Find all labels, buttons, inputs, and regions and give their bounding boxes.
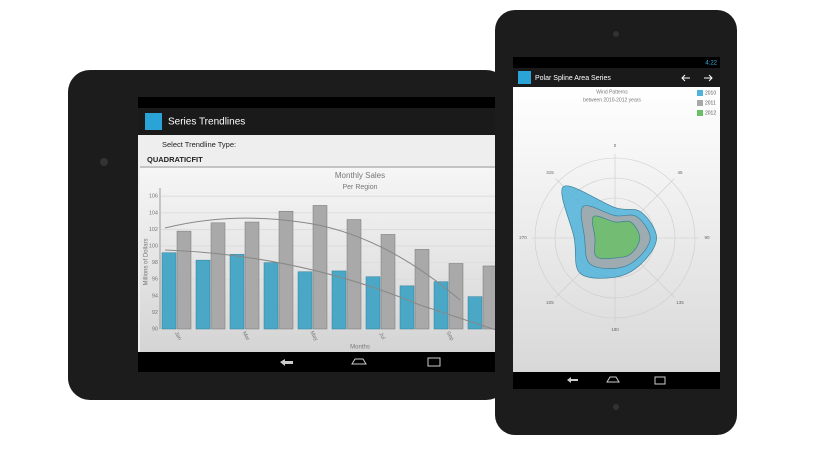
legend-label: 2010 <box>705 90 716 96</box>
bar <box>399 285 415 330</box>
bar <box>161 252 177 330</box>
camera <box>100 158 108 166</box>
x-tick-label: May <box>308 330 319 342</box>
legend-swatch <box>697 100 703 106</box>
bar <box>312 205 328 330</box>
polar-area <box>591 215 641 260</box>
bar <box>195 259 211 330</box>
trendline-select[interactable]: QUADRATICFIT <box>147 155 203 164</box>
x-tick-label: Jan <box>173 331 183 342</box>
bar <box>467 296 483 330</box>
angle-label: 45 <box>678 170 684 175</box>
bar <box>278 210 294 330</box>
prev-button[interactable] <box>681 74 690 82</box>
recents-button[interactable] <box>654 376 666 385</box>
right-tablet: 4:22 Polar Spline Area Series Wind Patte… <box>495 10 737 435</box>
home-button[interactable] <box>351 358 367 365</box>
chart-subtitle: Per Region <box>342 184 377 191</box>
y-tick-label: 94 <box>152 293 158 299</box>
legend-label: 2011 <box>705 100 716 106</box>
bar <box>297 271 313 330</box>
recents-button[interactable] <box>427 357 441 367</box>
status-bar <box>513 57 720 68</box>
legend-swatch <box>697 90 703 96</box>
bar <box>414 249 430 330</box>
chart-subtitle: between 2010-2012 years <box>583 97 641 103</box>
x-axis-title: Months <box>350 345 370 351</box>
bar <box>176 230 192 330</box>
left-screen: Series Trendlines Select Trendline Type:… <box>138 97 496 372</box>
left-tablet: Series Trendlines Select Trendline Type:… <box>68 70 508 400</box>
y-tick-label: 92 <box>152 310 158 316</box>
action-bar <box>138 108 496 135</box>
select-label: Select Trendline Type: <box>162 140 236 149</box>
home-button[interactable] <box>606 376 620 383</box>
screen-title: Series Trendlines <box>168 117 245 128</box>
action-bar <box>513 68 720 87</box>
sensor <box>613 404 619 410</box>
y-tick-label: 100 <box>149 244 158 250</box>
back-button[interactable] <box>567 377 578 383</box>
angle-label: 315 <box>546 170 554 175</box>
nav-bar <box>513 372 720 389</box>
y-tick-label: 98 <box>152 260 158 266</box>
bar <box>433 281 449 330</box>
angle-label: 225 <box>546 300 554 305</box>
y-tick-label: 106 <box>149 194 158 200</box>
app-logo <box>518 71 531 84</box>
angle-label: 135 <box>676 300 684 305</box>
angle-label: 0 <box>614 143 617 148</box>
y-tick-label: 90 <box>152 326 158 332</box>
bar <box>380 234 396 330</box>
clock: 4:22 <box>705 61 717 67</box>
angle-label: 180 <box>611 327 619 332</box>
trendline <box>164 249 496 331</box>
legend-label: 2012 <box>705 110 716 116</box>
angle-label: 90 <box>704 235 710 240</box>
x-tick-label: Mar <box>241 331 251 342</box>
y-tick-label: 104 <box>149 210 158 216</box>
bar <box>331 270 347 330</box>
screen-title: Polar Spline Area Series <box>535 75 611 82</box>
bar <box>244 221 260 330</box>
y-tick-label: 96 <box>152 277 158 283</box>
bar <box>229 254 245 330</box>
y-axis-title: Millions of Dollars <box>144 238 150 285</box>
bar <box>365 276 381 330</box>
trendline <box>164 217 461 301</box>
angle-label: 270 <box>519 235 527 240</box>
back-button[interactable] <box>280 359 293 366</box>
chart-title: Monthly Sales <box>335 171 385 180</box>
next-button[interactable] <box>704 74 713 82</box>
nav-bar <box>138 352 496 372</box>
bar <box>482 265 496 330</box>
bar <box>263 262 279 330</box>
x-tick-label: Sep <box>445 330 455 341</box>
chart-title: Wind Patterns <box>596 89 628 95</box>
bar <box>210 222 226 330</box>
bar <box>346 219 362 330</box>
x-tick-label: Jul <box>377 332 386 341</box>
camera <box>613 31 619 37</box>
y-tick-label: 102 <box>149 227 158 233</box>
app-logo <box>145 113 162 130</box>
legend-swatch <box>697 110 703 116</box>
